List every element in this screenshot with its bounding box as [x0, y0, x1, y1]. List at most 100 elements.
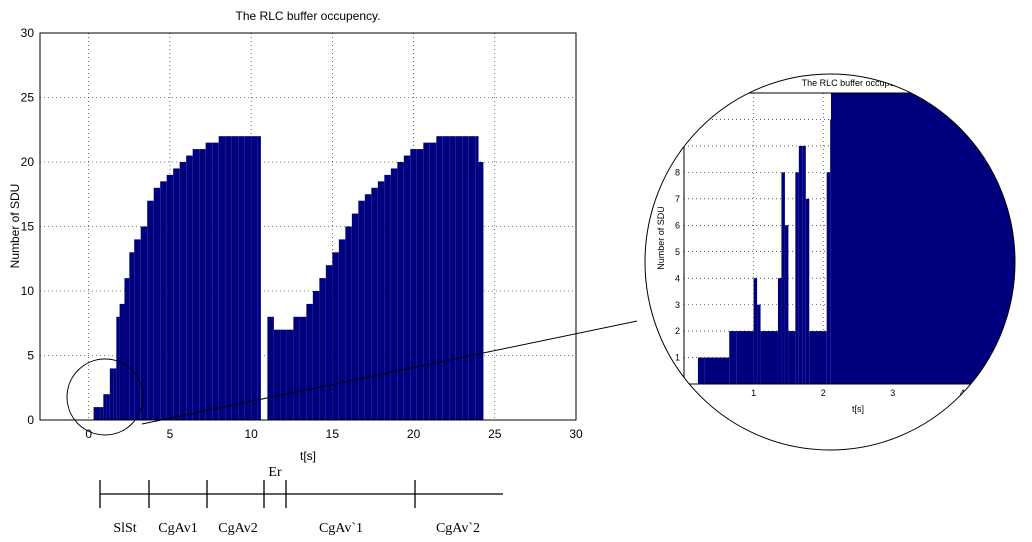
y-tick-label: 5	[27, 349, 34, 363]
bar	[293, 316, 300, 420]
bar	[377, 181, 385, 420]
bar	[358, 200, 365, 420]
x-tick-label: 0	[681, 388, 686, 398]
x-tick-label: 30	[569, 427, 583, 441]
bar	[332, 252, 339, 420]
inset-title: The RLC buffer occupency.	[802, 78, 911, 88]
bar	[192, 149, 200, 420]
bar	[760, 331, 778, 384]
bar	[319, 278, 326, 420]
y-tick-label: 10	[670, 115, 680, 125]
bar	[410, 149, 417, 420]
main-title: The RLC buffer occupency.	[236, 9, 381, 23]
main-ylabel: Number of SDU	[8, 184, 22, 269]
bar	[205, 142, 213, 420]
inset-xlabel: t[s]	[852, 404, 864, 414]
y-tick-label: 4	[675, 273, 680, 283]
bar	[390, 168, 398, 420]
bar	[371, 187, 378, 420]
y-tick-label: 9	[675, 141, 680, 151]
x-tick-label: 20	[407, 427, 421, 441]
inset-bars	[697, 93, 843, 384]
inset-y-axis: 0 1 2 3 4 5 6 7 8 9 10 11	[670, 88, 680, 389]
y-tick-label: 0	[675, 379, 680, 389]
bar	[697, 357, 705, 384]
bar	[753, 278, 758, 384]
y-tick-label: 30	[21, 26, 35, 40]
bar	[160, 181, 167, 420]
bar	[251, 136, 258, 420]
x-tick-label: 1	[751, 388, 756, 398]
bar	[93, 407, 101, 420]
bar	[299, 316, 307, 420]
bar	[345, 226, 352, 420]
bar	[113, 368, 117, 420]
main-chart: 0 5 10 15 20 25 30 0 5 10 15 20 25 30 The RLC buffer…	[8, 9, 583, 463]
phase-label-cgav-prime-2: CgAv`2	[436, 521, 480, 536]
y-tick-label: 6	[675, 220, 680, 230]
bar	[757, 304, 761, 384]
bar	[384, 174, 391, 420]
bar	[306, 303, 313, 420]
bar	[805, 198, 810, 384]
zoom-lens-circle	[644, 73, 1016, 451]
bar	[478, 162, 484, 420]
bar	[416, 149, 424, 420]
bar	[455, 136, 463, 420]
y-tick-label: 8	[675, 168, 680, 178]
phase-label-cgav1: CgAv1	[158, 521, 197, 536]
bar	[173, 168, 180, 420]
bar	[781, 172, 785, 384]
bar	[267, 316, 274, 420]
y-tick-label: 0	[27, 413, 34, 427]
bar	[442, 136, 450, 420]
inset-chart: 0 1 2 3 4 0 1 2 3 4 5 6 7 8 9 10 11 The RLC buffer occu…	[644, 73, 1016, 451]
bar	[103, 394, 107, 420]
bar	[166, 174, 174, 420]
bar	[129, 252, 135, 420]
x-tick-label: 15	[326, 427, 340, 441]
y-tick-label: 10	[21, 284, 35, 298]
bar	[788, 331, 796, 384]
bar	[199, 149, 206, 420]
x-tick-label: 2	[821, 388, 826, 398]
y-tick-label: 11	[671, 88, 680, 98]
bar	[397, 162, 404, 420]
y-tick-label: 5	[675, 247, 680, 257]
bar	[280, 329, 287, 420]
y-tick-label: 3	[675, 300, 680, 310]
bar	[351, 213, 359, 420]
bar	[147, 200, 154, 420]
bar	[273, 329, 281, 420]
main-x-axis: 0 5 10 15 20 25 30	[85, 427, 583, 441]
bar	[225, 136, 232, 420]
bar	[186, 155, 193, 421]
phase-label-slst: SlSt	[113, 521, 136, 536]
bar	[423, 142, 430, 420]
bar	[124, 278, 130, 420]
bar	[798, 145, 803, 384]
main-y-axis: 0 5 10 15 20 25 30	[21, 26, 35, 427]
phase-timeline: Er SlSt CgAv1 CgAv2 CgAv`1 CgAv`2	[99, 465, 503, 536]
bar	[100, 407, 104, 420]
y-tick-label: 7	[675, 194, 680, 204]
zoom-source-circle	[66, 358, 144, 436]
inset-plot-frame	[683, 92, 1015, 385]
bar	[475, 136, 479, 420]
bar	[257, 136, 261, 420]
y-tick-label: 15	[21, 220, 35, 234]
inset-ylabel: Number of SDU	[656, 206, 666, 270]
bar	[736, 331, 754, 384]
bar	[325, 265, 333, 420]
x-tick-label: 0	[85, 427, 92, 441]
main-xlabel: t[s]	[300, 449, 316, 463]
bar	[436, 136, 443, 420]
main-plot-frame	[39, 32, 577, 421]
bar	[784, 225, 789, 384]
bar	[338, 239, 346, 420]
bar	[802, 145, 806, 384]
bar	[809, 331, 827, 384]
bar	[364, 194, 372, 420]
